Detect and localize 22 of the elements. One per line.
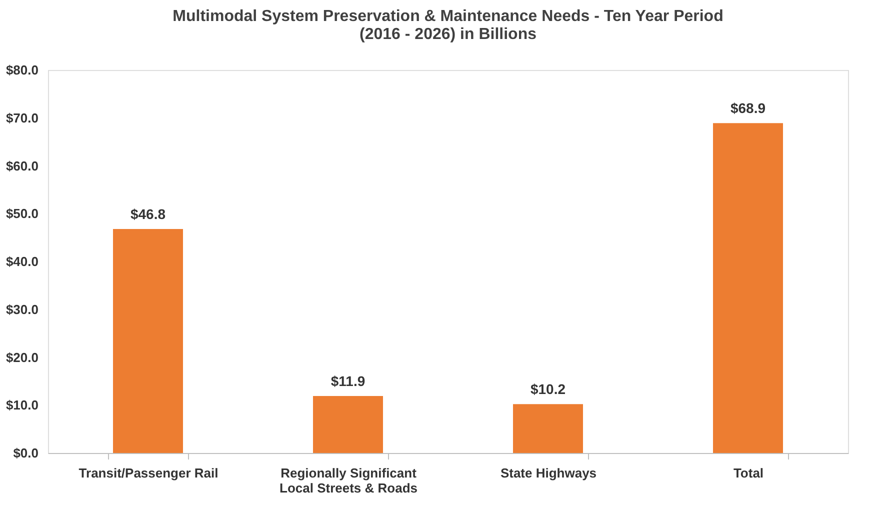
bar <box>313 396 383 453</box>
x-tick-label: Regionally Significant Local Streets & Roads <box>280 466 418 496</box>
data-label: $11.9 <box>330 373 366 390</box>
y-tick-label: $60.0 <box>6 158 38 174</box>
y-tick-label: $50.0 <box>6 206 38 222</box>
x-tick-label: Transit/Passenger Rail <box>78 466 218 480</box>
y-tick-label: $80.0 <box>6 62 38 78</box>
chart-title: Multimodal System Preservation & Maintenance Needs - Ten Year Period (2016 - 2026) in Billions <box>172 8 724 43</box>
x-tick-label: Total <box>733 466 764 480</box>
y-tick-label: $70.0 <box>6 110 38 126</box>
y-tick-label: $0.0 <box>13 446 38 460</box>
y-tick-label: $20.0 <box>6 350 38 365</box>
bar <box>713 123 783 453</box>
x-tick-label: State Highways <box>500 466 597 480</box>
data-label: $46.8 <box>130 206 166 222</box>
y-tick-label: $30.0 <box>6 302 38 317</box>
y-tick-label: $10.0 <box>6 398 38 413</box>
y-tick-label: $40.0 <box>6 254 38 269</box>
data-label: $68.9 <box>730 100 766 116</box>
data-label: $10.2 <box>530 381 566 398</box>
bar <box>513 404 583 453</box>
bar <box>113 228 183 453</box>
